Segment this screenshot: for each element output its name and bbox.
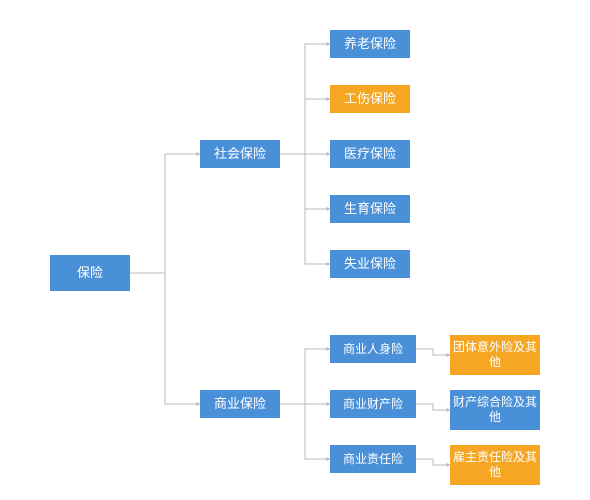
edge-c3-c3d <box>416 459 450 465</box>
tree-node-root: 保险 <box>50 255 130 291</box>
edge-c2-c2d <box>416 404 450 410</box>
tree-node-s4: 生育保险 <box>330 195 410 223</box>
tree-node-label: 商业责任险 <box>343 452 403 467</box>
edge-c1-c1d <box>416 349 450 355</box>
tree-node-c3d: 雇主责任险及其他 <box>450 445 540 485</box>
edge-comm-c1 <box>280 349 330 404</box>
tree-node-c1: 商业人身险 <box>330 335 416 363</box>
tree-node-c2d: 财产综合险及其他 <box>450 390 540 430</box>
tree-node-label: 医疗保险 <box>344 146 396 162</box>
tree-node-label: 失业保险 <box>344 256 396 272</box>
tree-node-label: 生育保险 <box>344 201 396 217</box>
tree-node-label: 工伤保险 <box>344 91 396 107</box>
tree-node-label: 保险 <box>77 265 103 281</box>
tree-node-label: 雇主责任险及其他 <box>450 450 540 480</box>
edge-comm-c3 <box>280 404 330 459</box>
tree-node-comm: 商业保险 <box>200 390 280 418</box>
tree-node-s5: 失业保险 <box>330 250 410 278</box>
tree-node-s2: 工伤保险 <box>330 85 410 113</box>
tree-node-label: 商业保险 <box>214 396 266 412</box>
tree-node-label: 社会保险 <box>214 146 266 162</box>
tree-node-social: 社会保险 <box>200 140 280 168</box>
edge-root-social <box>130 154 200 273</box>
tree-node-label: 财产综合险及其他 <box>450 395 540 425</box>
edge-social-s2 <box>280 99 330 154</box>
tree-node-label: 养老保险 <box>344 36 396 52</box>
edge-root-comm <box>130 273 200 404</box>
tree-node-c1d: 团体意外险及其他 <box>450 335 540 375</box>
tree-node-s1: 养老保险 <box>330 30 410 58</box>
tree-node-s3: 医疗保险 <box>330 140 410 168</box>
tree-node-label: 商业人身险 <box>343 342 403 357</box>
tree-node-c3: 商业责任险 <box>330 445 416 473</box>
tree-node-label: 团体意外险及其他 <box>450 340 540 370</box>
tree-node-c2: 商业财产险 <box>330 390 416 418</box>
tree-node-label: 商业财产险 <box>343 397 403 412</box>
